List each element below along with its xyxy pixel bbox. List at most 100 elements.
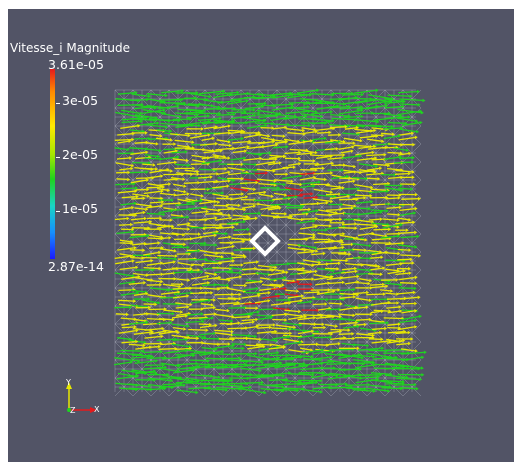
velocity-arrow (258, 182, 275, 186)
velocity-arrow-head (171, 224, 175, 229)
velocity-arrow-head (185, 158, 189, 163)
velocity-arrow (339, 193, 356, 196)
velocity-arrow (241, 186, 254, 190)
velocity-arrow (175, 306, 187, 309)
velocity-arrow (170, 243, 184, 245)
velocity-arrow (156, 129, 170, 132)
velocity-arrow-head (222, 89, 226, 94)
velocity-arrow (160, 296, 176, 299)
velocity-arrow-head (283, 154, 287, 159)
velocity-arrow (254, 300, 268, 304)
velocity-arrow (338, 109, 361, 115)
velocity-arrow-head (160, 349, 164, 354)
velocity-arrow-head (379, 210, 383, 214)
velocity-arrow-head (377, 264, 381, 269)
velocity-arrow (247, 141, 264, 144)
velocity-arrow-head (314, 380, 319, 385)
velocity-arrow-head (147, 297, 151, 301)
velocity-arrow-head (330, 161, 335, 166)
velocity-arrow (119, 167, 131, 171)
velocity-arrow (344, 281, 357, 285)
velocity-arrow (215, 332, 231, 336)
velocity-arrow (270, 117, 287, 122)
velocity-arrow-head (195, 390, 199, 395)
velocity-arrow-head (145, 150, 149, 155)
velocity-arrow-head (402, 364, 406, 369)
velocity-arrow (121, 120, 141, 124)
velocity-arrow (162, 374, 180, 379)
velocity-arrow-head (181, 89, 185, 93)
velocity-arrow (143, 141, 156, 145)
velocity-arrow (313, 172, 331, 175)
velocity-arrow-head (174, 160, 178, 165)
velocity-arrow (317, 307, 329, 311)
velocity-arrow (186, 172, 197, 175)
velocity-arrow-head (144, 115, 149, 120)
velocity-arrow-head (218, 116, 222, 121)
velocity-arrow (177, 223, 188, 226)
velocity-arrow (199, 217, 215, 221)
velocity-arrow (114, 217, 127, 221)
velocity-arrow (297, 301, 310, 305)
velocity-arrow-head (243, 207, 247, 212)
velocity-arrow (339, 275, 357, 280)
velocity-arrow-head (376, 119, 380, 124)
velocity-arrow (282, 196, 296, 200)
velocity-arrow (175, 203, 193, 207)
velocity-arrow-head (254, 216, 258, 221)
velocity-arrow (317, 372, 336, 377)
velocity-arrow-head (418, 314, 422, 319)
velocity-arrow-head (342, 232, 346, 236)
velocity-arrow-head (296, 388, 300, 393)
velocity-arrow (395, 272, 409, 276)
velocity-arrow (358, 347, 382, 351)
velocity-arrow-head (184, 150, 188, 154)
legend-tick-label: 1e-05 (62, 201, 99, 216)
velocity-arrow (297, 334, 313, 339)
velocity-arrow-head (315, 195, 319, 200)
velocity-arrow-head (404, 121, 408, 126)
velocity-arrow-head (339, 217, 343, 222)
velocity-arrow-head (154, 359, 158, 363)
velocity-arrow-head (309, 139, 314, 143)
velocity-arrow-head (200, 194, 204, 198)
velocity-arrow-head (140, 119, 144, 124)
velocity-arrow-head (278, 161, 282, 165)
velocity-arrow (393, 161, 412, 164)
velocity-arrow-head (345, 258, 349, 263)
velocity-arrow (146, 357, 164, 360)
velocity-arrow (171, 151, 185, 154)
velocity-arrow (372, 327, 385, 330)
velocity-arrow (191, 263, 202, 266)
velocity-arrow-head (240, 136, 245, 141)
velocity-arrow (397, 244, 415, 248)
velocity-arrow (134, 106, 152, 110)
velocity-arrow-head (227, 170, 231, 175)
velocity-arrow (317, 218, 330, 222)
velocity-arrow (341, 223, 355, 226)
velocity-arrow (269, 378, 286, 381)
velocity-arrow-head (369, 194, 373, 198)
velocity-arrow-head (186, 294, 190, 298)
velocity-arrow-head (173, 249, 177, 253)
velocity-arrow (398, 319, 415, 324)
velocity-arrow-head (200, 127, 204, 131)
velocity-arrow-head (217, 105, 221, 109)
velocity-arrow (120, 109, 141, 114)
velocity-arrow (160, 291, 178, 295)
velocity-arrow-head (365, 305, 369, 310)
velocity-arrow-head (206, 114, 211, 118)
render-viewport[interactable]: Vitesse_i Magnitude 3.61e-05 3e-05 2e-05… (8, 9, 514, 462)
velocity-arrow (131, 197, 143, 200)
velocity-arrow-head (237, 203, 241, 208)
velocity-arrow-head (269, 316, 273, 320)
velocity-arrow-head (227, 179, 231, 183)
velocity-arrow (201, 346, 215, 350)
velocity-arrow-head (176, 155, 180, 159)
velocity-arrow (339, 106, 361, 110)
velocity-arrow (217, 171, 228, 176)
velocity-arrow (146, 98, 164, 103)
velocity-arrow-head (265, 171, 269, 175)
velocity-arrow (215, 226, 232, 230)
velocity-arrow-head (257, 293, 261, 298)
